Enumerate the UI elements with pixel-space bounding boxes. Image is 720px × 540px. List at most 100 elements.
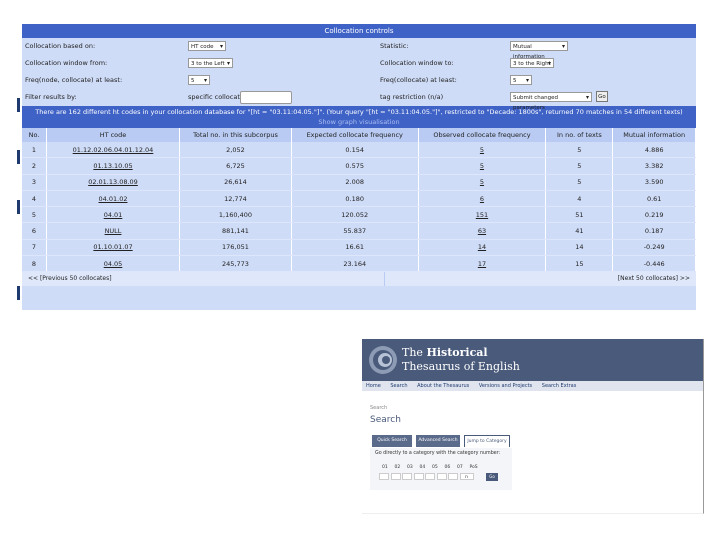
table-row: 2 01.13.10.05 6,725 0.575 5 5 3.382 [22, 157, 696, 175]
menu-search[interactable]: Search [390, 383, 408, 389]
cell-code[interactable]: 04.01 [46, 206, 180, 224]
window-to-select[interactable]: 3 to the Right [510, 58, 554, 69]
col-no[interactable]: No. [22, 128, 47, 142]
cell-total: 245,773 [179, 255, 292, 273]
breadcrumb[interactable]: Search [370, 405, 388, 411]
col-expected[interactable]: Expected collocate frequency [291, 128, 419, 142]
cell-no: 5 [22, 206, 47, 224]
edge-marker [17, 286, 20, 300]
hte-menu: Home Search About the Thesaurus Versions… [362, 381, 703, 391]
cell-texts: 15 [545, 255, 614, 273]
menu-versions[interactable]: Versions and Projects [478, 383, 533, 389]
hte-banner: The Historical Thesaurus of English [362, 339, 703, 381]
cell-texts: 41 [545, 222, 614, 240]
col-observed[interactable]: Observed collocate frequency [418, 128, 547, 142]
freq-collocate-select[interactable]: 5 [510, 75, 532, 86]
cell-expected: 0.180 [291, 190, 419, 208]
window-from-select[interactable]: 3 to the Left [188, 58, 233, 69]
digit-label: 06 [444, 465, 451, 470]
tab-jump-to-category[interactable]: Jump to Category [464, 435, 510, 447]
cell-code[interactable]: NULL [46, 222, 180, 240]
cell-mi: 3.382 [612, 157, 696, 175]
category-input[interactable] [402, 473, 412, 480]
previous-link[interactable]: << [Previous 50 collocates] [28, 275, 112, 283]
hte-title-prefix: The [402, 346, 427, 359]
category-input[interactable] [436, 473, 447, 480]
menu-about[interactable]: About the Thesaurus [417, 383, 470, 389]
col-ht-code[interactable]: HT code [46, 128, 180, 142]
freq-collocate-label: Freq(collocate) at least: [380, 76, 457, 84]
cell-code[interactable]: 01.10.01.07 [46, 239, 180, 257]
statistic-label: Statistic: [380, 42, 409, 50]
filter-label: Filter results by: [25, 93, 77, 101]
tag-restriction-label: tag restriction (n/a) [380, 93, 444, 101]
statistic-select[interactable]: Mutual information [510, 41, 568, 60]
cell-mi: 0.219 [612, 206, 696, 224]
graph-link[interactable]: Show graph visualisation [318, 118, 400, 126]
table-row: 5 04.01 1,160,400 120.052 151 51 0.219 [22, 206, 696, 224]
jump-go-button[interactable]: Go [486, 473, 498, 481]
category-input[interactable] [425, 473, 435, 480]
cell-expected: 2.008 [291, 174, 419, 191]
cell-code[interactable]: 04.05 [46, 255, 180, 273]
category-inputs: n [379, 473, 475, 492]
table-row: 8 04.05 245,773 23.164 17 15 -0.446 [22, 255, 696, 273]
go-button[interactable]: Go [596, 91, 608, 102]
cell-texts: 5 [545, 157, 614, 175]
cell-no: 8 [22, 255, 47, 273]
table-row: 6 NULL 881,141 55.837 63 41 0.187 [22, 222, 696, 240]
tab-advanced-search[interactable]: Advanced Search [416, 435, 460, 447]
cell-total: 881,141 [179, 222, 292, 240]
menu-home[interactable]: Home [366, 383, 381, 389]
cell-mi: -0.249 [612, 239, 696, 257]
control-row-filter: Filter results by: specific collocate ta… [22, 89, 696, 111]
cell-mi: 0.61 [612, 190, 696, 208]
cell-code[interactable]: 04.01.02 [46, 190, 180, 208]
cell-code[interactable]: 01.13.10.05 [46, 157, 180, 175]
cell-total: 12,774 [179, 190, 292, 208]
cell-texts: 4 [545, 190, 614, 208]
cell-code[interactable]: 02.01.13.08.09 [46, 174, 180, 191]
cell-no: 2 [22, 157, 47, 175]
specific-collocate-input[interactable] [240, 91, 292, 104]
hte-title-line2: Thesaurus of English [402, 360, 520, 373]
category-input[interactable] [448, 473, 458, 480]
category-input[interactable] [413, 473, 424, 480]
cell-texts: 51 [545, 206, 614, 224]
control-row-freq: Freq(node, collocate) at least: 5 Freq(c… [22, 72, 696, 89]
cell-observed[interactable]: 6 [418, 190, 547, 208]
cell-observed[interactable]: 5 [418, 142, 547, 159]
hte-logo-icon [369, 346, 397, 374]
cell-observed[interactable]: 63 [418, 222, 547, 240]
pagination-divider [384, 272, 696, 287]
cell-observed[interactable]: 14 [418, 239, 547, 257]
table-row: 1 01.12.02.06.04.01.12.04 2,052 0.154 5 5 4.88… [22, 142, 696, 159]
col-mi[interactable]: Mutual information [612, 128, 696, 142]
pos-select[interactable]: n [459, 473, 474, 480]
cell-mi: 4.886 [612, 142, 696, 159]
cell-total: 176,051 [179, 239, 292, 257]
cell-expected: 55.837 [291, 222, 419, 240]
col-total[interactable]: Total no. in this subcorpus [179, 128, 292, 142]
results-info-text: There are 162 different ht codes in your… [35, 108, 683, 116]
next-link[interactable]: [Next 50 collocates] >> [617, 275, 690, 283]
window-from-label: Collocation window from: [25, 59, 108, 67]
cell-code[interactable]: 01.12.02.06.04.01.12.04 [46, 142, 180, 159]
cell-no: 7 [22, 239, 47, 257]
cell-no: 4 [22, 190, 47, 208]
cell-observed[interactable]: 5 [418, 174, 547, 191]
category-input[interactable] [390, 473, 401, 480]
digit-label: PoS [469, 465, 478, 470]
tab-quick-search[interactable]: Quick Search [372, 435, 412, 447]
submit-select[interactable]: Submit changed parameters [510, 92, 592, 111]
basis-select[interactable]: HT code [188, 41, 226, 52]
col-texts[interactable]: In no. of texts [545, 128, 614, 142]
category-input[interactable] [379, 473, 389, 480]
menu-search-extras[interactable]: Search Extras [541, 383, 577, 389]
results-info: There are 162 different ht codes in your… [22, 106, 696, 128]
cell-observed[interactable]: 17 [418, 255, 547, 273]
cell-observed[interactable]: 5 [418, 157, 547, 175]
freq-node-select[interactable]: 5 [188, 75, 210, 86]
digit-label: 07 [457, 465, 463, 470]
cell-observed[interactable]: 151 [418, 206, 547, 224]
